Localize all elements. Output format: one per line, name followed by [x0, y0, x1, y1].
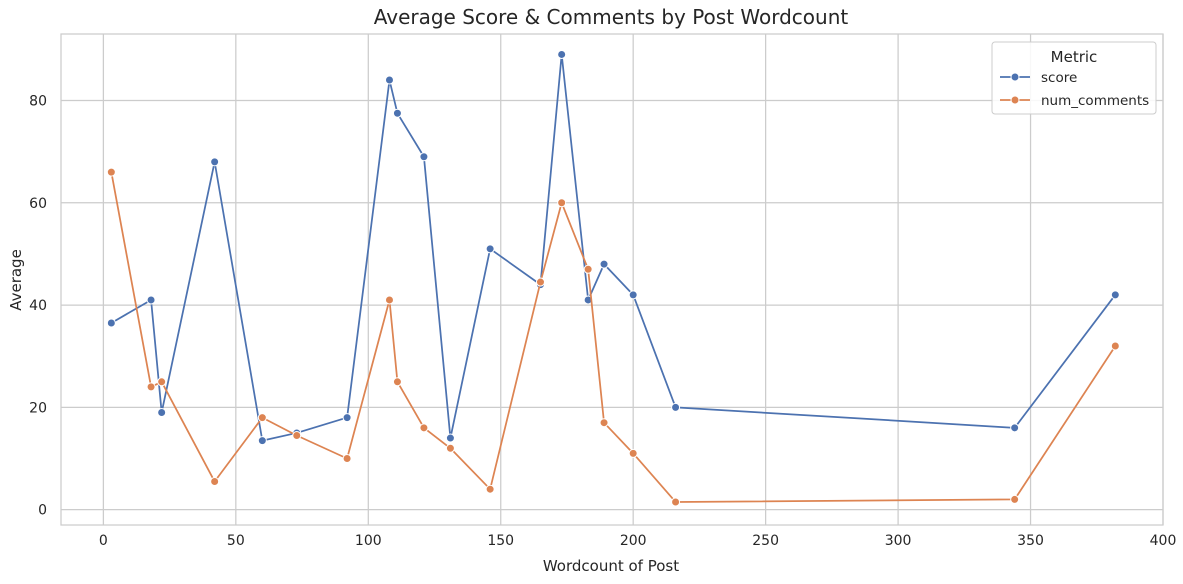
- x-tick-label: 250: [752, 533, 779, 549]
- data-point-score: [1010, 423, 1020, 433]
- y-tick-label: 20: [29, 400, 47, 416]
- data-point-score: [445, 433, 455, 443]
- legend-marker-num_comments: [1010, 95, 1020, 105]
- series-layer: [106, 49, 1120, 507]
- data-point-num_comments: [210, 477, 220, 487]
- legend-marker-score: [1010, 72, 1020, 82]
- chart-title: Average Score & Comments by Post Wordcou…: [374, 5, 849, 29]
- legend-title: Metric: [1051, 48, 1098, 66]
- data-point-score: [342, 413, 352, 423]
- y-tick-label: 60: [29, 196, 47, 212]
- series-score: [106, 49, 1120, 446]
- data-point-score: [1110, 290, 1120, 300]
- x-tick-label: 0: [99, 533, 108, 549]
- data-point-num_comments: [384, 295, 394, 305]
- x-tick-label: 300: [885, 533, 912, 549]
- series-line-num_comments: [110, 171, 1117, 503]
- data-point-num_comments: [342, 454, 352, 464]
- legend-label-score: score: [1041, 70, 1077, 86]
- plot-frame: [60, 33, 1164, 526]
- data-point-num_comments: [419, 423, 429, 433]
- data-point-num_comments: [599, 418, 609, 428]
- series-line-score: [110, 53, 1117, 442]
- data-point-score: [106, 318, 116, 328]
- x-tick-label: 150: [487, 533, 514, 549]
- data-point-num_comments: [628, 448, 638, 458]
- x-tick-label: 100: [355, 533, 382, 549]
- data-point-num_comments: [106, 167, 116, 177]
- data-point-num_comments: [557, 198, 567, 208]
- tick-labels: 0 50 100 150 200 250 300 350 400 0 20 40 60 80: [29, 93, 1176, 549]
- data-point-num_comments: [1110, 341, 1120, 351]
- data-point-score: [157, 407, 167, 417]
- y-tick-label: 80: [29, 93, 47, 109]
- data-point-num_comments: [583, 264, 593, 274]
- data-point-num_comments: [146, 382, 156, 392]
- y-tick-label: 40: [29, 298, 47, 314]
- data-point-score: [671, 402, 681, 412]
- data-point-num_comments: [535, 277, 545, 287]
- data-point-score: [384, 75, 394, 85]
- data-point-score: [599, 259, 609, 269]
- data-point-num_comments: [392, 377, 402, 387]
- legend-label-num_comments: num_comments: [1041, 93, 1149, 109]
- data-point-score: [419, 152, 429, 162]
- x-tick-label: 400: [1150, 533, 1177, 549]
- x-axis-label: Wordcount of Post: [543, 557, 679, 575]
- series-num_comments: [106, 167, 1120, 507]
- data-point-num_comments: [157, 377, 167, 387]
- data-point-score: [257, 436, 267, 446]
- data-point-score: [557, 49, 567, 59]
- y-tick-label: 0: [38, 503, 47, 519]
- data-point-score: [392, 108, 402, 118]
- x-tick-label: 200: [620, 533, 647, 549]
- legend: Metric score num_comments: [991, 41, 1157, 115]
- data-point-score: [485, 244, 495, 254]
- data-point-num_comments: [1010, 494, 1020, 504]
- data-point-score: [210, 157, 220, 167]
- legend-box: [991, 41, 1157, 115]
- data-point-num_comments: [485, 484, 495, 494]
- data-point-score: [146, 295, 156, 305]
- x-tick-label: 350: [1017, 533, 1044, 549]
- x-tick-label: 50: [227, 533, 245, 549]
- data-point-num_comments: [292, 430, 302, 440]
- data-point-score: [628, 290, 638, 300]
- y-axis-label: Average: [7, 249, 25, 311]
- data-point-num_comments: [671, 497, 681, 507]
- data-point-num_comments: [445, 443, 455, 453]
- data-point-num_comments: [257, 413, 267, 423]
